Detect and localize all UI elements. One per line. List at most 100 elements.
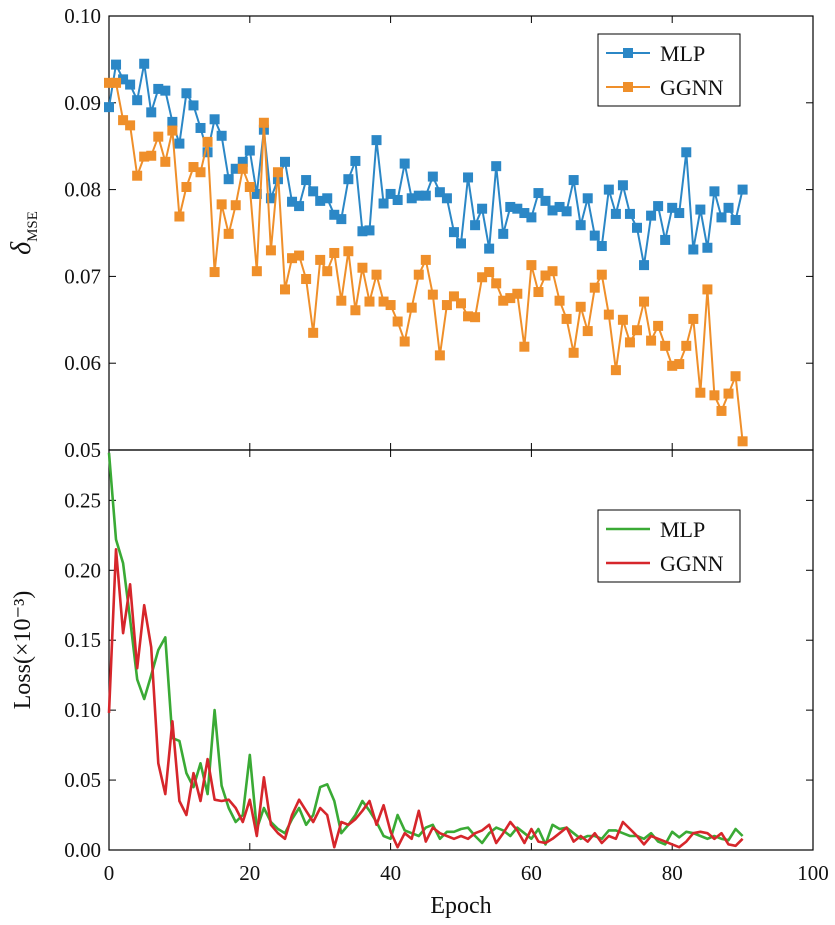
mse-point-ggnn (118, 115, 129, 126)
mse-point-ggnn (406, 302, 417, 313)
mse-point-mlp (251, 188, 262, 199)
mse-point-ggnn (653, 320, 664, 331)
mse-point-ggnn (617, 314, 628, 325)
mse-point-ggnn (568, 347, 579, 358)
mse-point-mlp (653, 201, 664, 212)
mse-point-ggnn (519, 341, 530, 352)
mse-point-mlp (463, 172, 474, 183)
mse-point-mlp (322, 193, 333, 204)
mse-y-axis-label-main: δ (6, 241, 37, 255)
mse-legend-label-ggnn: GGNN (660, 75, 724, 100)
mse-point-mlp (153, 83, 164, 94)
mse-point-mlp (639, 260, 650, 271)
mse-point-ggnn (132, 170, 143, 181)
mse-point-ggnn (456, 298, 466, 309)
mse-point-ggnn (526, 260, 537, 271)
mse-point-mlp (237, 156, 248, 167)
mse-y-axis-label: δMSE (6, 211, 41, 255)
mse-point-mlp (519, 208, 530, 219)
mse-series (104, 58, 748, 447)
mse-y-tick-label: 0.09 (64, 91, 101, 115)
mse-point-mlp (723, 202, 734, 213)
mse-point-ggnn (195, 167, 206, 178)
mse-point-ggnn (737, 436, 748, 447)
mse-point-mlp (118, 74, 129, 85)
mse-point-ggnn (244, 181, 255, 192)
mse-point-ggnn (265, 245, 276, 256)
loss-legend-box (597, 509, 741, 583)
x-tick-label: 20 (239, 861, 260, 885)
mse-point-mlp (350, 155, 361, 166)
mse-point-ggnn (209, 267, 220, 278)
mse-point-mlp (477, 203, 488, 214)
mse-point-mlp (244, 145, 255, 156)
mse-point-mlp (448, 227, 459, 238)
mse-point-ggnn (498, 295, 509, 306)
mse-point-ggnn (716, 405, 727, 416)
mse-point-ggnn (477, 272, 488, 283)
mse-point-ggnn (589, 282, 600, 293)
x-tick-label: 80 (662, 861, 683, 885)
mse-point-ggnn (104, 77, 114, 88)
mse-point-ggnn (667, 360, 678, 371)
mse-point-ggnn (160, 156, 171, 167)
mse-point-mlp (125, 79, 136, 90)
mse-point-ggnn (610, 365, 621, 376)
mse-point-mlp (146, 107, 157, 118)
x-tick-label: 60 (521, 861, 542, 885)
loss-y-tick-label: 0.25 (64, 488, 101, 512)
mse-point-ggnn (385, 300, 396, 311)
mse-point-ggnn (681, 340, 692, 351)
mse-point-mlp (441, 193, 452, 204)
mse-point-mlp (709, 186, 720, 197)
mse-point-ggnn (688, 313, 699, 324)
x-axis-label: Epoch (430, 893, 491, 919)
mse-point-mlp (646, 210, 657, 221)
mse-point-ggnn (258, 117, 269, 128)
mse-legend-marker-mlp (623, 48, 633, 58)
mse-point-mlp (216, 130, 227, 141)
loss-plot-frame (108, 449, 814, 851)
mse-point-ggnn (378, 296, 389, 307)
mse-point-mlp (498, 228, 509, 239)
mse-point-ggnn (167, 125, 178, 136)
mse-point-ggnn (575, 301, 586, 312)
mse-point-ggnn (632, 325, 642, 336)
mse-point-mlp (730, 214, 741, 225)
mse-y-tick-label: 0.08 (64, 178, 101, 202)
mse-point-ggnn (561, 313, 572, 324)
loss-legend-label-mlp: MLP (660, 517, 705, 542)
mse-point-ggnn (434, 350, 445, 361)
mse-point-ggnn (392, 316, 403, 327)
mse-point-ggnn (639, 296, 650, 307)
mse-point-mlp (371, 135, 382, 146)
mse-point-mlp (554, 201, 565, 212)
mse-point-mlp (167, 116, 178, 127)
mse-point-mlp (568, 175, 579, 186)
mse-point-ggnn (174, 211, 185, 222)
mse-y-tick-label: 0.05 (64, 438, 101, 462)
mse-panel: 0.05 0.06 0.07 0.08 0.09 0.10 δMSE MLP GGNN (6, 4, 814, 462)
mse-point-ggnn (463, 311, 474, 322)
mse-point-ggnn (596, 269, 607, 280)
mse-point-ggnn (146, 150, 157, 161)
mse-point-ggnn (251, 266, 262, 277)
mse-point-mlp (582, 193, 593, 204)
mse-point-mlp (617, 180, 628, 191)
mse-legend: MLP GGNN (597, 33, 741, 107)
mse-point-ggnn (301, 274, 312, 285)
mse-point-ggnn (484, 267, 495, 278)
mse-point-mlp (716, 212, 727, 223)
mse-point-ggnn (139, 151, 150, 162)
mse-point-ggnn (357, 262, 368, 273)
mse-point-ggnn (413, 269, 424, 280)
mse-point-mlp (265, 193, 276, 204)
mse-point-ggnn (315, 254, 326, 265)
mse-point-mlp (737, 184, 748, 195)
loss-y-axis-label: Loss(×10⁻³) (10, 591, 36, 710)
mse-point-ggnn (603, 309, 614, 320)
mse-point-mlp (491, 161, 502, 172)
mse-point-mlp (329, 209, 340, 220)
mse-point-ggnn (505, 293, 516, 304)
mse-point-mlp (139, 58, 150, 69)
